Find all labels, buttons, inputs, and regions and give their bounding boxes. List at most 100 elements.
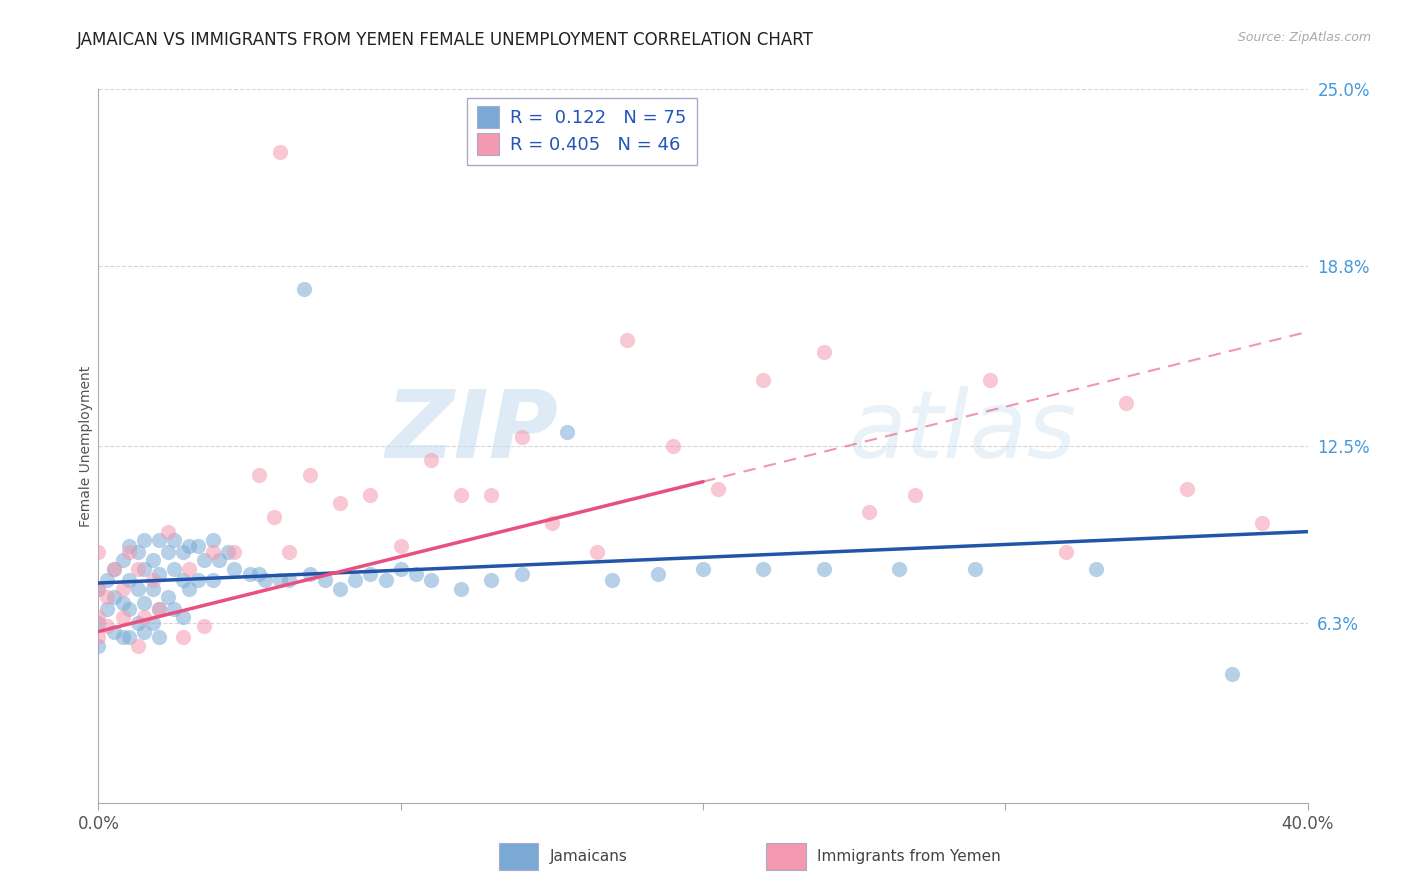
Point — [247, 467, 270, 482]
Point — [420, 453, 443, 467]
Point — [187, 539, 209, 553]
Point — [142, 615, 165, 630]
Text: atlas: atlas — [848, 386, 1077, 477]
Point — [586, 544, 609, 558]
Point — [813, 562, 835, 576]
Point — [156, 591, 179, 605]
Point — [163, 533, 186, 548]
Point — [269, 145, 291, 159]
Point — [148, 567, 170, 582]
Text: Immigrants from Yemen: Immigrants from Yemen — [817, 849, 1001, 863]
Point — [707, 482, 730, 496]
Point — [132, 610, 155, 624]
Point — [193, 619, 215, 633]
Point — [269, 573, 291, 587]
Point — [389, 539, 412, 553]
Point — [420, 573, 443, 587]
Point — [1115, 396, 1137, 410]
Point — [314, 573, 336, 587]
Point — [148, 533, 170, 548]
Point — [118, 601, 141, 615]
Legend: R =  0.122   N = 75, R = 0.405   N = 46: R = 0.122 N = 75, R = 0.405 N = 46 — [467, 98, 697, 165]
Point — [752, 373, 775, 387]
Point — [329, 582, 352, 596]
Point — [172, 610, 194, 624]
Point — [163, 562, 186, 576]
Point — [111, 596, 134, 610]
Point — [103, 591, 125, 605]
Point — [87, 639, 110, 653]
Point — [87, 544, 110, 558]
Point — [239, 567, 262, 582]
Point — [329, 496, 352, 510]
Point — [299, 567, 322, 582]
Point — [156, 524, 179, 539]
Point — [179, 562, 201, 576]
Point — [1054, 544, 1077, 558]
Text: Source: ZipAtlas.com: Source: ZipAtlas.com — [1237, 31, 1371, 45]
Point — [481, 573, 503, 587]
Point — [1175, 482, 1198, 496]
Point — [202, 533, 225, 548]
Point — [179, 582, 201, 596]
Point — [142, 582, 165, 596]
Point — [187, 573, 209, 587]
Point — [127, 639, 149, 653]
Point — [813, 344, 835, 359]
Point — [202, 544, 225, 558]
Point — [277, 573, 299, 587]
Point — [118, 630, 141, 644]
Text: ZIP: ZIP — [385, 385, 558, 478]
Point — [253, 573, 276, 587]
Point — [87, 582, 110, 596]
Point — [132, 562, 155, 576]
Point — [111, 582, 134, 596]
Point — [224, 562, 246, 576]
Point — [87, 615, 110, 630]
Point — [96, 619, 118, 633]
Point — [142, 573, 165, 587]
Point — [647, 567, 669, 582]
Point — [118, 573, 141, 587]
Point — [208, 553, 231, 567]
Point — [87, 582, 110, 596]
Point — [132, 596, 155, 610]
Point — [405, 567, 427, 582]
Point — [111, 553, 134, 567]
Point — [156, 544, 179, 558]
Point — [360, 567, 382, 582]
Point — [389, 562, 412, 576]
Point — [118, 539, 141, 553]
Point — [193, 553, 215, 567]
Point — [127, 615, 149, 630]
Point — [202, 573, 225, 587]
Point — [360, 487, 382, 501]
Point — [602, 573, 624, 587]
Point — [127, 544, 149, 558]
Point — [96, 573, 118, 587]
Point — [148, 601, 170, 615]
Point — [179, 539, 201, 553]
Point — [299, 467, 322, 482]
Point — [118, 544, 141, 558]
Point — [172, 544, 194, 558]
Point — [103, 562, 125, 576]
Point — [858, 505, 880, 519]
Point — [1220, 667, 1243, 681]
Point — [692, 562, 714, 576]
Point — [889, 562, 911, 576]
Point — [111, 610, 134, 624]
Point — [127, 582, 149, 596]
Point — [103, 624, 125, 639]
Text: JAMAICAN VS IMMIGRANTS FROM YEMEN FEMALE UNEMPLOYMENT CORRELATION CHART: JAMAICAN VS IMMIGRANTS FROM YEMEN FEMALE… — [77, 31, 814, 49]
Point — [224, 544, 246, 558]
Point — [263, 510, 285, 524]
Point — [510, 567, 533, 582]
Point — [127, 562, 149, 576]
Point — [217, 544, 239, 558]
Point — [1251, 516, 1274, 530]
Point — [132, 533, 155, 548]
Point — [752, 562, 775, 576]
Text: Jamaicans: Jamaicans — [550, 849, 627, 863]
Point — [148, 601, 170, 615]
